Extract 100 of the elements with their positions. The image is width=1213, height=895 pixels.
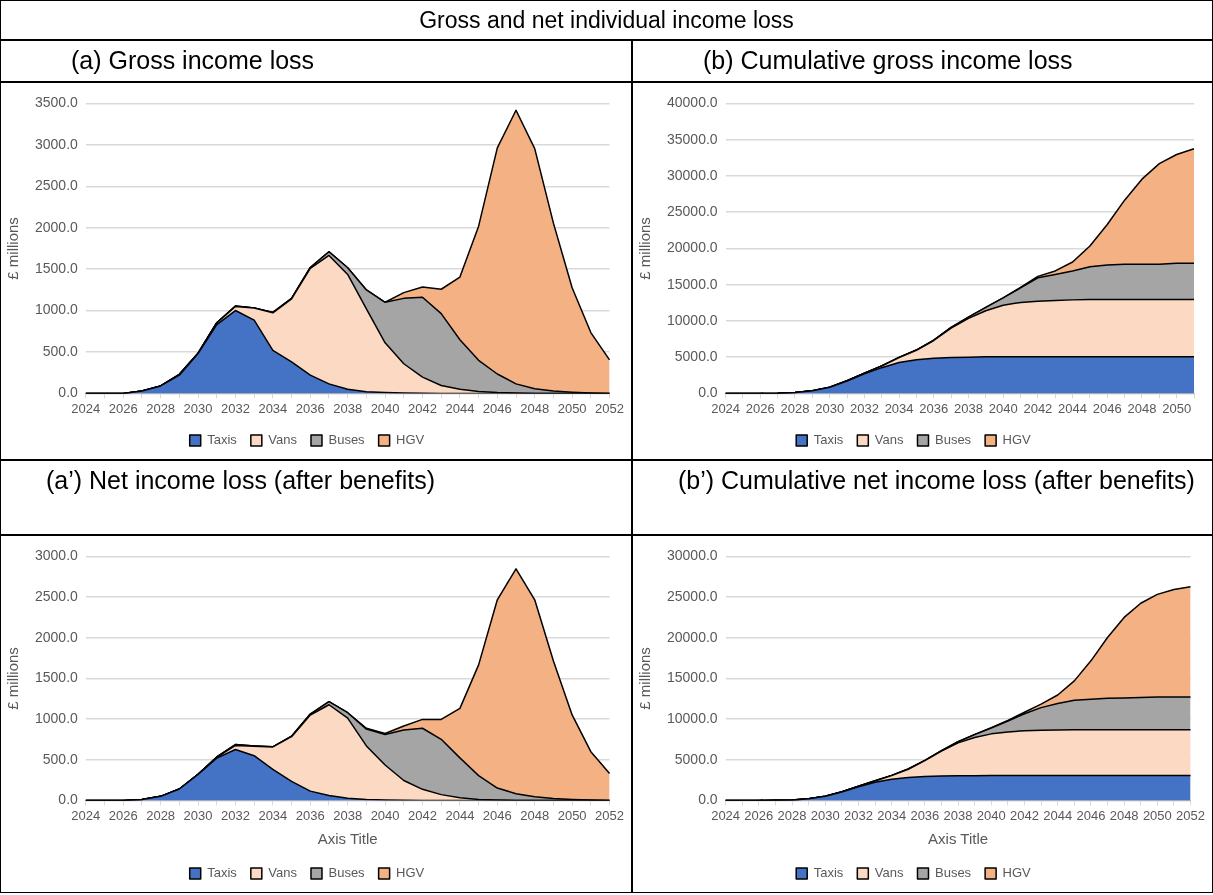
x-tick-label: 2040 — [976, 807, 1006, 823]
legend-label: HGV — [1002, 865, 1032, 881]
x-tick-label: 2050 — [1142, 807, 1172, 823]
x-tick-label: 2034 — [258, 400, 288, 416]
legend-label: HGV — [1002, 432, 1032, 448]
x-tick-label: 2036 — [910, 807, 940, 823]
y-tick-label: 25000.0 — [667, 203, 718, 220]
x-tick-label: 2034 — [884, 400, 914, 416]
x-tick-label: 2052 — [595, 807, 624, 823]
x-tick-label: 2040 — [370, 807, 400, 823]
legend-label: Buses — [328, 432, 366, 448]
legend-label: Vans — [874, 865, 904, 881]
x-tick-label: 2030 — [815, 400, 845, 416]
x-axis-title: Axis Title — [317, 830, 378, 848]
x-tick-label: 2024 — [711, 400, 741, 416]
y-tick-label: 500.0 — [42, 750, 79, 767]
y-tick-label: 5000.0 — [674, 750, 718, 767]
legend-label: Taxis — [813, 865, 844, 881]
y-tick-label: 3000.0 — [34, 135, 79, 152]
x-tick-label: 2046 — [482, 400, 512, 416]
legend-label: Vans — [268, 865, 298, 881]
legend-label: Taxis — [207, 865, 238, 881]
x-tick-label: 2044 — [1043, 807, 1073, 823]
x-tick-label: 2038 — [943, 807, 973, 823]
chart-subtitle: (a) Gross income loss — [0, 40, 632, 82]
x-tick-label: 2046 — [1092, 400, 1122, 416]
x-tick-label: 2028 — [777, 807, 807, 823]
x-tick-label: 2032 — [220, 400, 250, 416]
y-tick-label: 20000.0 — [667, 239, 718, 256]
x-tick-label: 2038 — [333, 807, 363, 823]
x-tick-label: 2042 — [1023, 400, 1053, 416]
x-tick-label: 2044 — [1058, 400, 1088, 416]
y-tick-label: 2000.0 — [34, 218, 79, 235]
y-tick-label: 2000.0 — [34, 628, 79, 645]
y-tick-label: 3000.0 — [34, 547, 79, 564]
x-tick-label: 2048 — [1127, 400, 1157, 416]
x-tick-label: 2040 — [370, 400, 400, 416]
chart-title: Gross and net individual income loss — [0, 0, 1213, 40]
x-tick-label: 2036 — [919, 400, 949, 416]
y-tick-label: 3500.0 — [34, 94, 79, 111]
y-tick-label: 20000.0 — [667, 628, 718, 645]
y-tick-label: 500.0 — [42, 342, 79, 359]
y-tick-label: 15000.0 — [667, 275, 718, 292]
y-axis-title: £ millions — [636, 647, 654, 710]
x-tick-label: 2038 — [333, 400, 363, 416]
y-tick-label: 10000.0 — [667, 311, 718, 328]
y-tick-label: 40000.0 — [667, 94, 718, 111]
legend-label: Vans — [268, 432, 298, 448]
x-tick-label: 2046 — [1076, 807, 1106, 823]
chart-title: (a’) Net income loss (after benefits) — [0, 460, 632, 535]
y-tick-label: 1000.0 — [34, 301, 79, 318]
x-tick-label: 2042 — [408, 400, 437, 416]
y-tick-label: 15000.0 — [667, 669, 718, 686]
x-tick-label: 2024 — [711, 807, 741, 823]
x-tick-label: 2028 — [146, 400, 176, 416]
y-tick-label: 1500.0 — [34, 259, 79, 276]
x-tick-label: 2052 — [1176, 807, 1205, 823]
y-tick-label: 5000.0 — [674, 348, 718, 365]
y-axis-title: £ millions — [4, 217, 22, 280]
x-tick-label: 2026 — [745, 400, 775, 416]
y-tick-label: 0.0 — [698, 791, 718, 808]
x-tick-label: 2026 — [108, 807, 138, 823]
legend-label: Vans — [874, 432, 904, 448]
chart-title: (b’) Cumulative net income loss (after benefits) — [632, 460, 1213, 535]
chart-title: (b) Cumulative gross income loss — [632, 40, 1213, 82]
y-tick-label: 35000.0 — [667, 130, 718, 147]
x-axis-title: Axis Title — [928, 830, 989, 848]
x-tick-label: 2044 — [445, 807, 475, 823]
legend-label: Taxis — [813, 432, 844, 448]
x-tick-label: 2050 — [557, 807, 587, 823]
y-axis-title: £ millions — [636, 217, 654, 280]
x-tick-label: 2030 — [183, 807, 213, 823]
x-tick-label: 2030 — [183, 400, 213, 416]
x-tick-label: 2032 — [220, 807, 250, 823]
x-tick-label: 2048 — [1109, 807, 1139, 823]
x-tick-label: 2034 — [877, 807, 907, 823]
x-tick-label: 2026 — [744, 807, 774, 823]
legend-label: HGV — [396, 432, 425, 448]
y-tick-label: 0.0 — [698, 384, 718, 401]
x-tick-label: 2032 — [849, 400, 879, 416]
legend-label: Taxis — [207, 432, 238, 448]
x-tick-label: 2024 — [71, 807, 101, 823]
y-tick-label: 2500.0 — [34, 587, 79, 604]
x-tick-label: 2042 — [408, 807, 437, 823]
x-tick-label: 2042 — [1010, 807, 1039, 823]
x-tick-label: 2034 — [258, 807, 288, 823]
x-tick-label: 2038 — [954, 400, 983, 416]
legend-label: Buses — [328, 865, 366, 881]
y-tick-label: 2500.0 — [34, 177, 79, 194]
y-tick-label: 1000.0 — [34, 709, 79, 726]
x-tick-label: 2024 — [71, 400, 101, 416]
x-tick-label: 2046 — [482, 807, 512, 823]
x-tick-label: 2036 — [295, 400, 325, 416]
y-tick-label: 25000.0 — [667, 587, 718, 604]
legend-label: HGV — [396, 865, 425, 881]
x-tick-label: 2032 — [843, 807, 873, 823]
y-tick-label: 0.0 — [58, 384, 79, 401]
x-tick-label: 2028 — [780, 400, 810, 416]
y-tick-label: 30000.0 — [667, 547, 718, 564]
x-tick-label: 2026 — [108, 400, 138, 416]
